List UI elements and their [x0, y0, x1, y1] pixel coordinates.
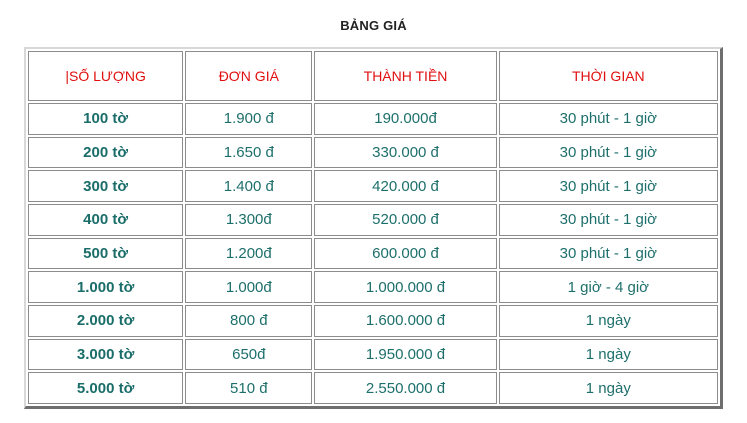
- cell-time: 1 giờ - 4 giờ: [498, 271, 718, 303]
- table-row: 2.000 tờ 800 đ 1.600.000 đ 1 ngày: [28, 304, 718, 337]
- header-unit-price: ĐƠN GIÁ: [185, 51, 313, 101]
- cell-quantity: 5.000 tờ: [28, 372, 184, 404]
- header-time: THỜI GIAN: [498, 51, 718, 101]
- cell-time: 30 phút - 1 giờ: [498, 170, 718, 202]
- cell-unit-price: 1.000đ: [185, 271, 313, 303]
- table-row: 200 tờ 1.650 đ 330.000 đ 30 phút - 1 giờ: [28, 136, 718, 169]
- cell-unit-price: 1.300đ: [185, 203, 313, 236]
- table-row: 3.000 tờ 650đ 1.950.000 đ 1 ngày: [28, 338, 718, 371]
- cell-time: 30 phút - 1 giờ: [498, 203, 718, 236]
- cell-unit-price: 1.900 đ: [185, 103, 313, 135]
- cell-time: 30 phút - 1 giờ: [498, 237, 718, 270]
- cell-quantity: 2.000 tờ: [28, 304, 184, 337]
- table-row: 500 tờ 1.200đ 600.000 đ 30 phút - 1 giờ: [28, 237, 718, 270]
- header-quantity: |SỐ LƯỢNG: [28, 51, 184, 101]
- cell-quantity: 200 tờ: [28, 136, 184, 169]
- cell-quantity: 400 tờ: [28, 203, 184, 236]
- cell-unit-price: 510 đ: [185, 372, 313, 404]
- cell-unit-price: 800 đ: [185, 304, 313, 337]
- table-row: 1.000 tờ 1.000đ 1.000.000 đ 1 giờ - 4 gi…: [28, 271, 718, 303]
- cell-quantity: 300 tờ: [28, 170, 184, 202]
- table-row: 400 tờ 1.300đ 520.000 đ 30 phút - 1 giờ: [28, 203, 718, 236]
- cell-total: 1.000.000 đ: [314, 271, 497, 303]
- cell-total: 1.950.000 đ: [314, 338, 497, 371]
- cell-unit-price: 1.400 đ: [185, 170, 313, 202]
- header-row: |SỐ LƯỢNG ĐƠN GIÁ THÀNH TIỀN THỜI GIAN: [28, 51, 718, 101]
- table-row: 300 tờ 1.400 đ 420.000 đ 30 phút - 1 giờ: [28, 170, 718, 202]
- table-row: 100 tờ 1.900 đ 190.000đ 30 phút - 1 giờ: [28, 103, 718, 135]
- cell-time: 30 phút - 1 giờ: [498, 136, 718, 169]
- cell-total: 190.000đ: [314, 103, 497, 135]
- cell-unit-price: 1.200đ: [185, 237, 313, 270]
- cell-unit-price: 1.650 đ: [185, 136, 313, 169]
- price-table: |SỐ LƯỢNG ĐƠN GIÁ THÀNH TIỀN THỜI GIAN 1…: [26, 49, 720, 406]
- cell-total: 600.000 đ: [314, 237, 497, 270]
- cell-total: 420.000 đ: [314, 170, 497, 202]
- table-header: |SỐ LƯỢNG ĐƠN GIÁ THÀNH TIỀN THỜI GIAN: [28, 51, 718, 101]
- cell-quantity: 1.000 tờ: [28, 271, 184, 303]
- cell-time: 1 ngày: [498, 338, 718, 371]
- page-title: BẢNG GIÁ: [340, 18, 407, 33]
- table-body: 100 tờ 1.900 đ 190.000đ 30 phút - 1 giờ …: [28, 103, 718, 404]
- cell-unit-price: 650đ: [185, 338, 313, 371]
- cell-quantity: 100 tờ: [28, 103, 184, 135]
- cell-total: 520.000 đ: [314, 203, 497, 236]
- cell-total: 1.600.000 đ: [314, 304, 497, 337]
- cell-time: 30 phút - 1 giờ: [498, 103, 718, 135]
- table-row: 5.000 tờ 510 đ 2.550.000 đ 1 ngày: [28, 372, 718, 404]
- cell-quantity: 3.000 tờ: [28, 338, 184, 371]
- cell-total: 2.550.000 đ: [314, 372, 497, 404]
- price-table-frame: |SỐ LƯỢNG ĐƠN GIÁ THÀNH TIỀN THỜI GIAN 1…: [24, 47, 723, 409]
- cell-quantity: 500 tờ: [28, 237, 184, 270]
- cell-total: 330.000 đ: [314, 136, 497, 169]
- header-total: THÀNH TIỀN: [314, 51, 497, 101]
- cell-time: 1 ngày: [498, 372, 718, 404]
- cell-time: 1 ngày: [498, 304, 718, 337]
